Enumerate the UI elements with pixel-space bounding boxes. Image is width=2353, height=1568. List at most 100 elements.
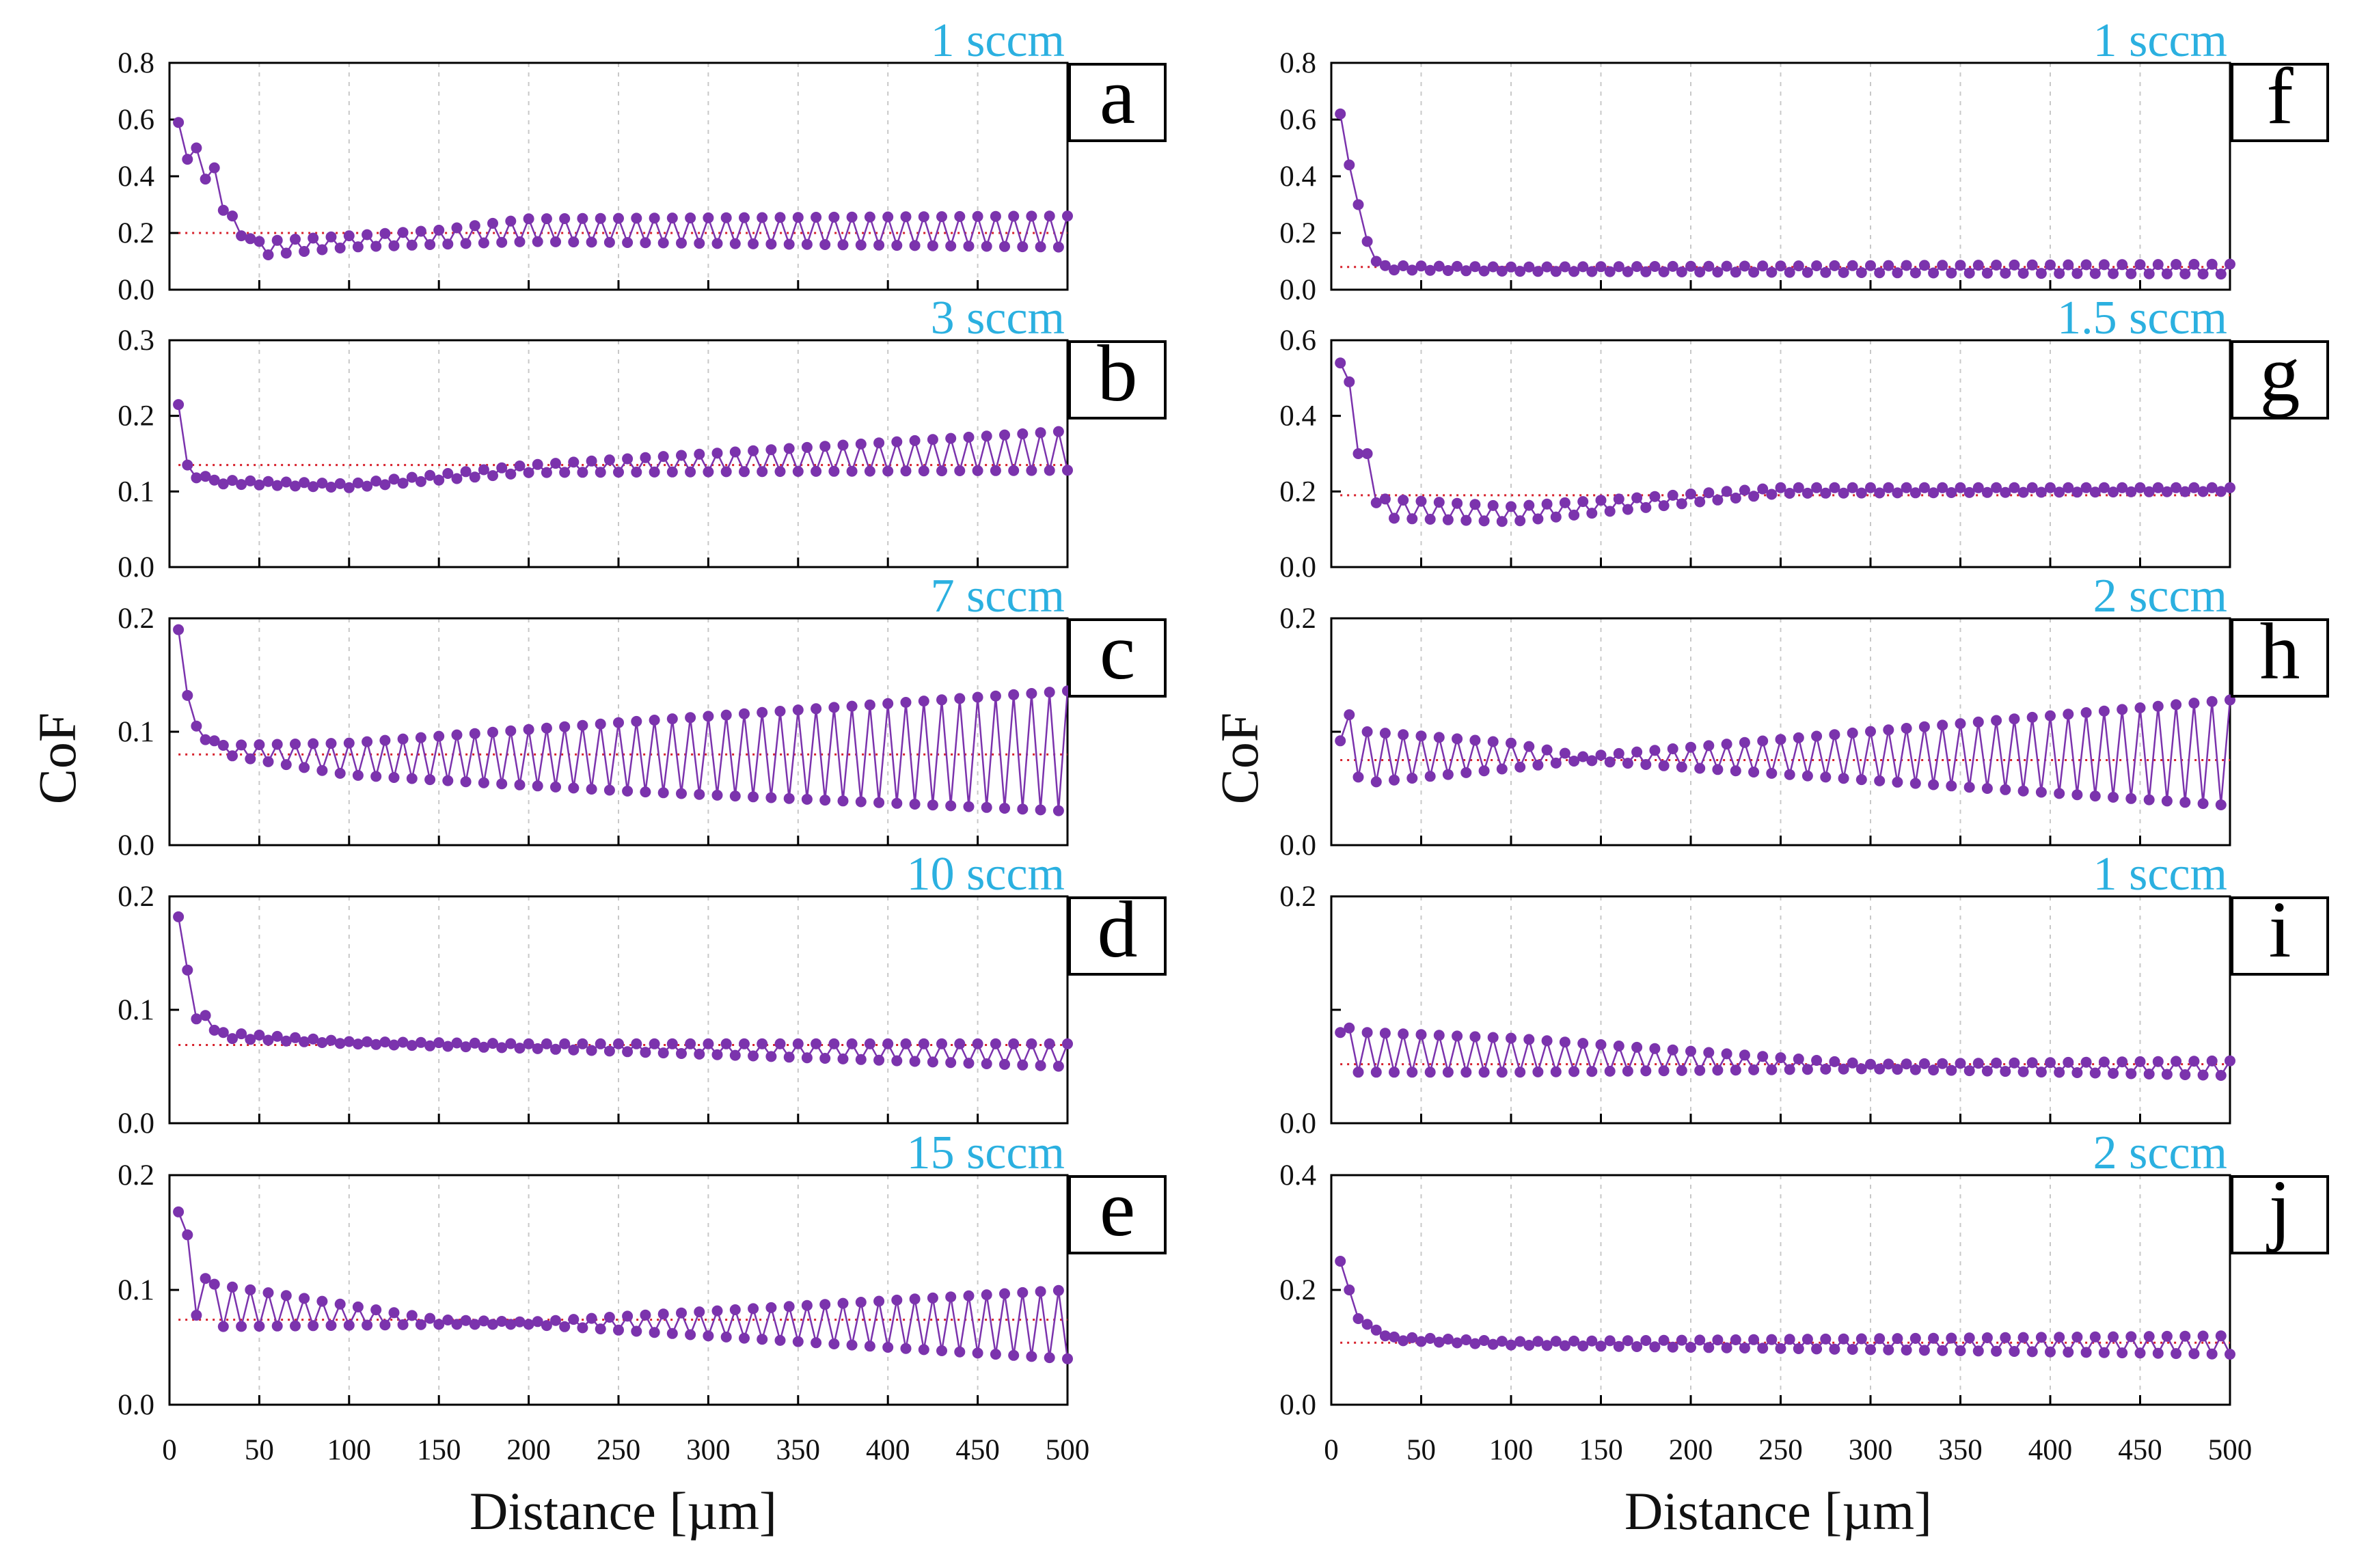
panel-g-data-point (1820, 487, 1832, 499)
panel-b-data-point (694, 448, 705, 460)
panel-d-data-point (945, 1057, 957, 1069)
panel-i-series-line (1339, 1026, 2231, 1077)
panel-g-letter-box (2231, 340, 2329, 419)
panel-h-data-point (1901, 723, 1912, 734)
panel-h-data-point (2098, 705, 2110, 717)
panel-i-data-point (2117, 1056, 2128, 1068)
panel-j-data-point (2171, 1348, 2182, 1360)
panel-c-data-point (271, 739, 283, 750)
panel-d-data-point (613, 1038, 624, 1049)
panel-h-data-point (1918, 721, 1930, 732)
panel-h-data-point (1676, 761, 1687, 773)
panel-f-data-point (1981, 267, 1993, 279)
panel-h-data-point (2017, 785, 2029, 797)
panel-g-data-point (1892, 487, 1903, 499)
panel-b-data-point (603, 454, 615, 466)
panel-d-data-point (415, 1036, 426, 1048)
panel-h-data-point (1352, 771, 1364, 783)
panel-h-data-point (2000, 784, 2011, 795)
panel-h-data-point (1398, 729, 1409, 741)
panel-i-data-point (2045, 1057, 2056, 1069)
panel-a-data-point (603, 236, 615, 248)
panel-d-data-point (271, 1030, 283, 1042)
panel-b-data-point (819, 441, 831, 452)
panel-a-data-point (792, 212, 804, 223)
panel-b-data-point (433, 474, 445, 486)
panel-j-data-point (1496, 1336, 1508, 1347)
panel-b-data-point (882, 465, 894, 477)
panel-c-data-point (891, 797, 903, 809)
panel-b-data-point (1026, 465, 1037, 476)
panel-a-data-point (739, 212, 750, 223)
panel-h-data-point (1658, 760, 1670, 771)
panel-j-data-point (1415, 1336, 1427, 1347)
panel-a-data-point (352, 241, 364, 253)
panel-a-data-point (460, 238, 472, 249)
panel-g-data-point (1506, 501, 1516, 512)
panel-g-data-point (2026, 482, 2038, 493)
panel-d-data-point (469, 1037, 480, 1049)
panel-b-data-point (801, 441, 813, 453)
panel-i-data-point (1335, 1027, 1346, 1039)
panel-d-data-point (532, 1043, 543, 1054)
panel-i-data-point (1811, 1055, 1823, 1066)
panel-d-data-point (379, 1036, 391, 1048)
panel-b-data-point (981, 430, 992, 442)
panel-c-data-point (254, 739, 265, 750)
panel-e-data-point (352, 1301, 364, 1312)
panel-h-data-point (1766, 767, 1778, 779)
panel-e-data-point (1044, 1352, 1055, 1364)
panel-j-data-point (1649, 1341, 1661, 1353)
panel-i-letter: i (2269, 885, 2291, 974)
panel-c: 0.0 0.1 0.2 7 sccm c (118, 570, 1167, 862)
panel-i-data-point (2054, 1067, 2065, 1078)
panel-f-data-point (1595, 261, 1607, 273)
panel-d-letter: d (1098, 885, 1138, 974)
panel-f-data-point (1730, 266, 1741, 278)
panel-b-data-point (406, 471, 418, 483)
panel-e-data-point (290, 1320, 301, 1332)
panel-h-data-point (1847, 727, 1858, 739)
panel-d-data-point (262, 1034, 274, 1046)
panel-c-data-point (325, 738, 337, 749)
panel-c-data-point (388, 772, 400, 783)
panel-j-data-point (2143, 1331, 2155, 1343)
panel-c-data-point (280, 759, 292, 771)
panel-b-ytick-label: 0.2 (118, 400, 154, 432)
panel-g-data-point (1991, 482, 2002, 493)
panel-i-data-point (1568, 1066, 1580, 1077)
panel-e-data-point (703, 1330, 714, 1342)
panel-e-xtick-label: 150 (417, 1434, 461, 1466)
panel-c-data-point (918, 696, 929, 707)
panel-d-data-point (424, 1040, 436, 1051)
panel-g-data-point (1469, 499, 1481, 510)
panel-f-data-point (2117, 259, 2128, 271)
panel-e-data-point (900, 1343, 912, 1354)
panel-b-data-point (182, 459, 193, 471)
panel-j-data-point (1676, 1334, 1687, 1346)
panel-a-data-point (676, 237, 687, 249)
panel-d-data-point (855, 1054, 867, 1065)
panel-g-data-point (1775, 482, 1786, 493)
panel-g-data-point (1883, 482, 1894, 493)
panel-h-data-point (1389, 774, 1400, 786)
panel-g-data-point (1523, 499, 1535, 511)
panel-c-data-point (936, 694, 947, 706)
panel-a-data-point (873, 239, 885, 251)
panel-h-data-point (1874, 775, 1886, 786)
panel-d-data-point (227, 1033, 238, 1045)
panel-b-data-point (622, 453, 634, 465)
panel-i-data-point (1730, 1064, 1741, 1076)
panel-j-data-point (1613, 1340, 1624, 1352)
panel-c-data-point (657, 787, 669, 799)
panel-f-data-point (1361, 236, 1373, 247)
panel-f-data-point (2171, 259, 2182, 270)
panel-j-data-point (1523, 1340, 1535, 1351)
panel-j-data-point (1703, 1342, 1715, 1353)
panel-g-data-point (1424, 514, 1436, 525)
panel-d-ytick-label: 0.1 (118, 994, 154, 1026)
panel-e-data-point (595, 1323, 606, 1335)
panel-j-xtick-label: 400 (2028, 1434, 2073, 1466)
panel-c-data-point (757, 706, 768, 718)
panel-f-data-point (2215, 269, 2227, 280)
